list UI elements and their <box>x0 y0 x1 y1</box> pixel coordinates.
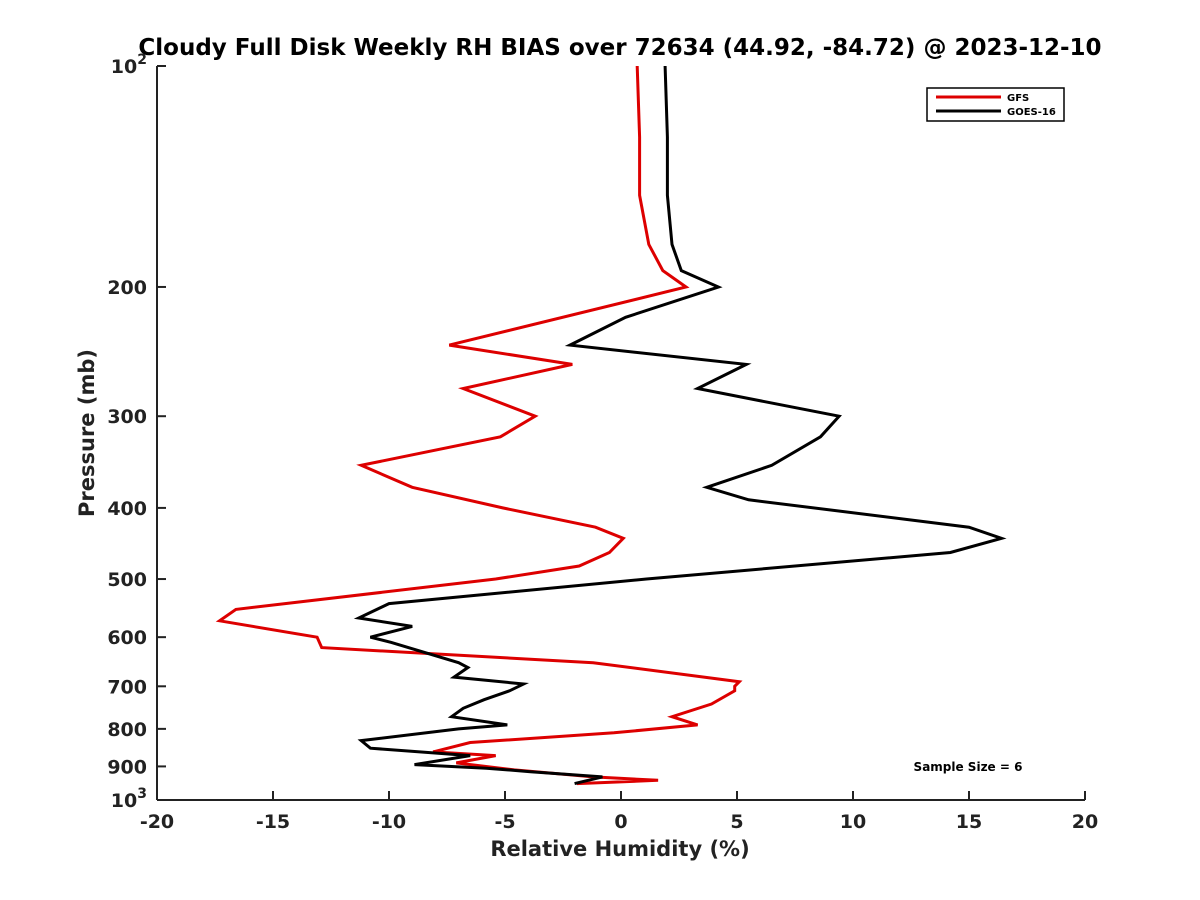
legend-label: GFS <box>1007 93 1029 104</box>
x-tick-label: 15 <box>956 811 982 833</box>
x-tick-label: 20 <box>1072 811 1098 833</box>
y-tick-label: 103 <box>111 786 147 812</box>
x-axis-ticks: -20 -15 -10 -5 0 5 10 15 20 <box>140 791 1098 833</box>
legend: GFS GOES-16 <box>926 87 1065 122</box>
x-tick-label: -10 <box>372 811 406 833</box>
x-tick-label: 10 <box>840 811 866 833</box>
y-axis-label: Pressure (mb) <box>75 349 99 517</box>
x-tick-label: -5 <box>494 811 515 833</box>
y-tick-label: 400 <box>107 498 147 520</box>
x-tick-label: -20 <box>140 811 174 833</box>
axes <box>156 66 1085 801</box>
y-tick-label: 300 <box>107 406 147 428</box>
y-tick-label: 500 <box>107 569 147 591</box>
x-tick-label: 0 <box>614 811 627 833</box>
x-tick-label: -15 <box>256 811 290 833</box>
x-axis-label: Relative Humidity (%) <box>490 837 749 861</box>
y-tick-label: 800 <box>107 719 147 741</box>
y-tick-label: 102 <box>111 52 147 78</box>
sample-size-annotation: Sample Size = 6 <box>914 760 1023 774</box>
legend-label: GOES-16 <box>1007 107 1056 118</box>
y-tick-label: 600 <box>107 627 147 649</box>
chart-title: Cloudy Full Disk Weekly RH BIAS over 726… <box>138 35 1101 61</box>
plot-area <box>215 65 1007 786</box>
y-tick-label: 700 <box>107 676 147 698</box>
x-tick-label: 5 <box>730 811 743 833</box>
y-axis-ticks: 102 200 300 400 500 600 700 800 900 103 <box>107 52 166 812</box>
y-tick-label: 200 <box>107 277 147 299</box>
legend-box <box>926 87 1065 122</box>
y-tick-label: 900 <box>107 756 147 778</box>
series-line-goes-16 <box>353 65 1007 786</box>
series-line-gfs <box>215 65 743 786</box>
